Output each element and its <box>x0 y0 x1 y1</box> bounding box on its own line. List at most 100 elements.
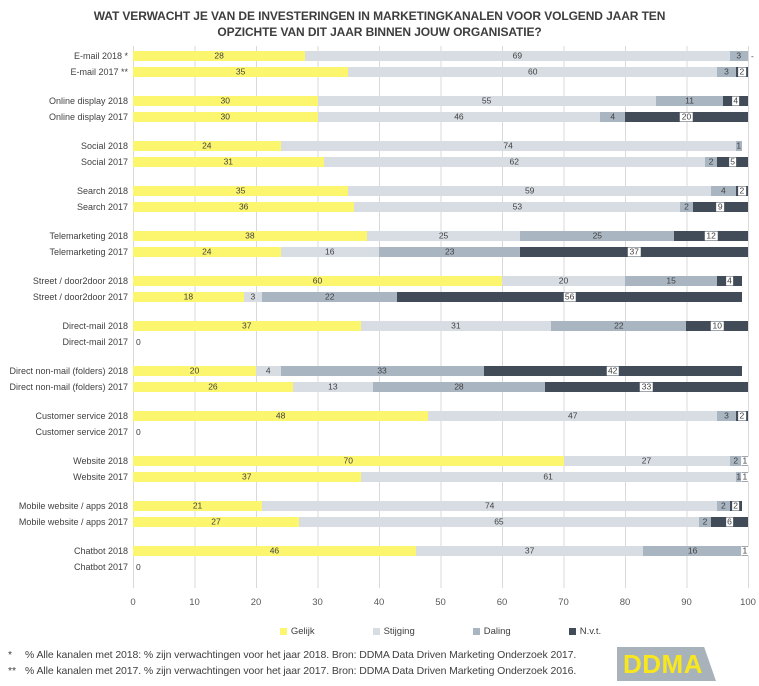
segment-value-label: 20 <box>189 365 200 376</box>
segment-value-label: 22 <box>614 320 624 331</box>
segment-value-label: 3 <box>736 50 742 61</box>
stacked-bar: 37 31 22 10 <box>133 321 748 331</box>
chart-title-line2: OPZICHTE VAN DIT JAAR BINNEN JOUW ORGANI… <box>217 25 542 39</box>
bar-segment-daling: 3 <box>729 50 748 61</box>
bar-segment-stijging: 74 <box>280 141 736 151</box>
bar-row: Telemarketing 2018 38 25 25 12 <box>0 231 759 241</box>
bar-row: Street / door2door 2017 18 3 22 56 <box>0 292 759 302</box>
bar-segment-daling: 3 <box>717 411 736 421</box>
segment-value-label: 35 <box>235 185 246 196</box>
bar-segment-daling: 3 <box>717 66 736 77</box>
bar-row: Online display 2017 30 46 4 20 <box>0 112 759 122</box>
bar-row: E-mail 2017 ** 35 60 3 2 <box>0 67 759 77</box>
bar-segment-stijging: 60 <box>348 66 718 77</box>
bar-segment-gelijk: 38 <box>133 231 367 241</box>
bar-segment-stijging: 37 <box>415 546 644 556</box>
bar-row: Search 2018 35 59 4 2 <box>0 186 759 196</box>
bar-segment-nvt: 4 <box>723 96 748 106</box>
footnote-2-marker: ** <box>8 665 16 677</box>
segment-value-label: 18 <box>183 291 194 302</box>
bar-segment-nvt: 4 <box>717 276 742 286</box>
legend-label: Stijging <box>383 626 415 637</box>
bar-row: Social 2017 31 62 2 5 <box>0 157 759 167</box>
stacked-bar: 0 <box>133 427 748 437</box>
bar-segment-stijging: 27 <box>563 456 730 466</box>
bar-row: Direct non-mail (folders) 2018 20 4 33 42 <box>0 366 759 376</box>
bar-group: Website 2018 70 27 2 1 Website 2017 37 61 1 1 <box>0 456 759 482</box>
bar-segment-gelijk: 28 <box>133 50 306 61</box>
category-label: Customer service 2018 <box>35 411 128 421</box>
segment-value-label: 35 <box>235 66 246 77</box>
bar-group: Street / door2door 2018 60 20 15 4 Street / d… <box>0 276 759 302</box>
bar-segment-gelijk: 37 <box>133 321 361 331</box>
bar-segment-nvt: 37 <box>520 247 748 257</box>
bar-row: Customer service 2018 48 47 3 2 <box>0 411 759 421</box>
bar-segment-daling: 16 <box>643 545 742 556</box>
bar-segment-stijging: 20 <box>502 276 625 286</box>
segment-value-label: 12 <box>704 230 718 241</box>
segment-value-label: 53 <box>512 201 523 212</box>
bar-row: Telemarketing 2017 24 16 23 37 <box>0 247 759 257</box>
bar-segment-nvt: 20 <box>624 112 748 122</box>
segment-value-label: 16 <box>687 545 698 556</box>
bar-segment-daling: 4 <box>711 186 736 196</box>
segment-value-label: 1 <box>736 140 742 151</box>
stacked-bar: 28 69 3- <box>133 50 754 61</box>
segment-value-label: 25 <box>438 230 449 241</box>
x-axis-tick-label: 40 <box>373 597 385 608</box>
category-label: Website 2018 <box>73 456 128 466</box>
bar-segment-daling: 22 <box>262 292 398 302</box>
segment-value-label: 24 <box>202 140 212 151</box>
segment-value-label: 28 <box>214 50 224 61</box>
stacked-bar: 21 74 2 2 <box>133 501 748 511</box>
bar-after-label: 0 <box>136 427 141 437</box>
stacked-bar: 0 <box>133 337 748 347</box>
segment-value-label: 46 <box>269 545 280 556</box>
footnote-1-text: % Alle kanalen met 2018: % zijn verwacht… <box>25 649 577 661</box>
bar-segment-daling: 25 <box>520 231 675 241</box>
x-axis-tick-label: 10 <box>189 597 200 608</box>
bar-row: Direct non-mail (folders) 2017 26 13 28 33 <box>0 382 759 392</box>
segment-value-label: 2 <box>684 201 689 212</box>
bar-segment-nvt: 1 <box>741 545 749 556</box>
bar-segment-gelijk: 37 <box>133 472 361 482</box>
segment-value-label: 4 <box>731 95 740 106</box>
bar-segment-nvt: 2 <box>735 67 748 77</box>
segment-value-label: 47 <box>567 410 578 421</box>
category-label: E-mail 2017 ** <box>70 67 128 77</box>
segment-value-label: 3 <box>724 66 729 77</box>
category-label: Search 2017 <box>76 202 128 212</box>
segment-value-label: 48 <box>275 410 286 421</box>
segment-value-label: 1 <box>741 455 749 466</box>
segment-value-label: 1 <box>741 545 749 556</box>
bar-segment-gelijk: 20 <box>133 366 256 376</box>
legend-label: Daling <box>483 626 511 637</box>
bar-segment-gelijk: 48 <box>133 410 429 421</box>
bar-segment-gelijk: 30 <box>133 96 318 106</box>
bar-row: Chatbot 2017 0 <box>0 562 759 572</box>
segment-value-label: 2 <box>731 500 740 511</box>
segment-value-label: 2 <box>737 185 746 196</box>
stacked-bar: 36 53 2 9 <box>133 202 748 212</box>
bar-segment-daling: 15 <box>625 276 718 286</box>
x-axis-tick-label: 0 <box>130 597 136 608</box>
stacked-bar: 18 3 22 56 <box>133 292 748 302</box>
segment-value-label: 4 <box>265 365 271 376</box>
bar-segment-stijging: 69 <box>305 51 730 61</box>
stacked-bar: 37 61 1 1 <box>133 472 749 482</box>
bar-segment-daling: 1 <box>735 472 742 482</box>
bar-after-label: - <box>750 51 754 61</box>
segment-value-label: 60 <box>528 66 538 77</box>
bar-segment-gelijk: 27 <box>133 517 300 527</box>
category-label: Street / door2door 2018 <box>32 276 128 286</box>
category-label: Telemarketing 2018 <box>49 231 128 241</box>
x-axis-tick-label: 20 <box>250 597 262 608</box>
bar-row: Website 2017 37 61 1 1 <box>0 472 759 482</box>
segment-value-label: 31 <box>451 320 461 331</box>
category-label: Chatbot 2017 <box>73 562 128 572</box>
ddma-logo-text: DDMA <box>623 649 703 679</box>
stacked-bar: 27 65 2 6 <box>133 517 748 527</box>
chart-title: WAT VERWACHT JE VAN DE INVESTERINGEN IN … <box>0 0 759 40</box>
bar-group: Direct non-mail (folders) 2018 20 4 33 42 Dir… <box>0 366 759 392</box>
bar-row: Social 2018 24 74 1 <box>0 141 759 151</box>
